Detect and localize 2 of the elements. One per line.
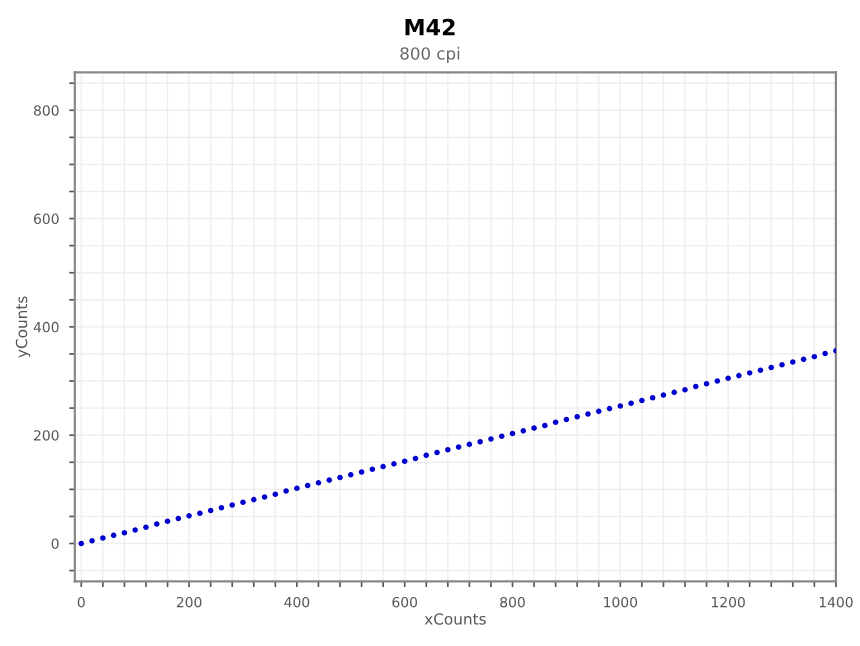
chart-title: M42 — [405, 18, 455, 36]
chart-subtitle: 800 cpi — [400, 46, 460, 63]
